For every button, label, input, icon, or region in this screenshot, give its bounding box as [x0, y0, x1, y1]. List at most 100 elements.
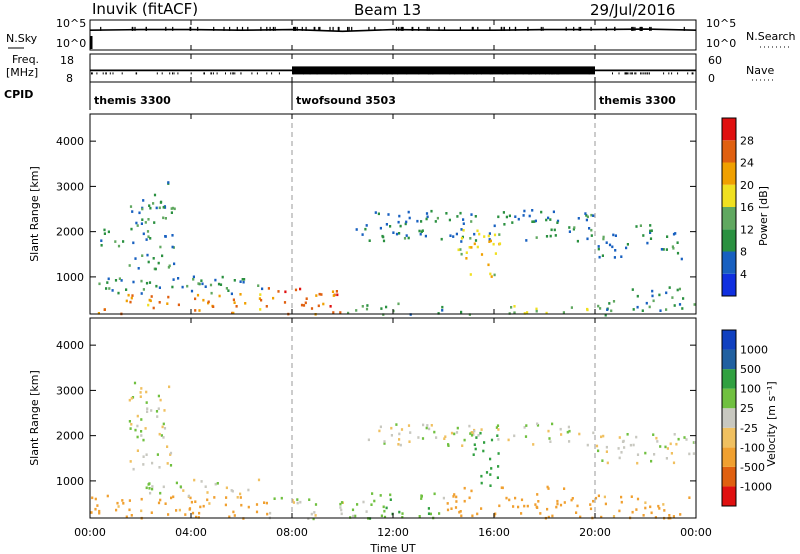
heatmap-cell	[129, 205, 133, 208]
nsearch-mark	[318, 26, 320, 31]
heatmap-cell	[462, 222, 465, 225]
velocity-colorbar-tick: -100	[740, 441, 765, 454]
heatmap-cell	[610, 309, 613, 313]
heatmap-cell	[531, 220, 534, 223]
nsearch-mark	[428, 26, 430, 31]
heatmap-cell	[296, 498, 299, 501]
heatmap-cell	[416, 219, 419, 223]
heatmap-cell	[547, 429, 550, 433]
power-axes: 1000 2000 3000 4000	[56, 135, 696, 284]
cpid-bar: themis 3300 twofsound 3503 themis 3300	[94, 82, 676, 110]
nsearch-mark	[145, 26, 147, 31]
nsearch-mark	[573, 26, 575, 31]
heatmap-cell	[589, 507, 593, 511]
heatmap-cell	[579, 515, 582, 519]
heatmap-cell	[153, 221, 156, 224]
nave-mark	[644, 72, 646, 75]
heatmap-cell	[380, 307, 383, 310]
nave-mark	[454, 72, 456, 75]
heatmap-cell	[612, 233, 615, 237]
heatmap-cell	[453, 493, 456, 496]
heatmap-cell	[138, 211, 141, 215]
heatmap-cell	[473, 429, 476, 433]
nave-mark	[216, 72, 218, 75]
velocity-colorbar-tick: 25	[740, 402, 754, 415]
heatmap-cell	[195, 515, 198, 519]
heatmap-cell	[202, 504, 205, 508]
heatmap-cell	[379, 226, 382, 230]
heatmap-cell	[140, 430, 143, 433]
nsearch-mark	[247, 26, 249, 31]
heatmap-cell	[177, 277, 180, 280]
heatmap-cell	[204, 285, 207, 288]
heatmap-cell	[465, 251, 468, 254]
heatmap-cell	[649, 237, 653, 240]
heatmap-cell	[494, 252, 497, 255]
heatmap-cell	[179, 485, 182, 488]
heatmap-cell	[495, 426, 498, 429]
heatmap-cell	[642, 514, 645, 517]
heatmap-cell	[549, 440, 552, 443]
heatmap-cell	[498, 504, 501, 508]
heatmap-cell	[672, 515, 675, 518]
nave-mark	[271, 72, 273, 75]
heatmap-cell	[547, 487, 550, 490]
heatmap-cell	[151, 461, 154, 465]
heatmap-cell	[149, 206, 152, 210]
heatmap-cell	[435, 436, 438, 439]
heatmap-cell	[458, 510, 461, 514]
noise-trace	[89, 26, 697, 49]
heatmap-cell	[409, 431, 412, 434]
heatmap-cell	[236, 496, 239, 499]
nsky-line	[89, 28, 697, 33]
heatmap-cell	[614, 234, 617, 237]
heatmap-cell	[523, 504, 526, 508]
heatmap-cell	[198, 309, 201, 312]
heatmap-cell	[157, 501, 161, 505]
heatmap-cell	[247, 505, 250, 509]
heatmap-cell	[142, 199, 145, 202]
heatmap-cell	[586, 237, 589, 241]
noise-axis-ticks: 10^5 10^0 10^5 10^0	[56, 17, 736, 50]
heatmap-cell	[302, 304, 306, 307]
heatmap-cell	[154, 267, 157, 271]
heatmap-cell	[469, 273, 472, 276]
time-axis-label: Time UT	[369, 542, 415, 554]
heatmap-cell	[136, 435, 139, 439]
heatmap-cell	[128, 264, 131, 267]
nave-mark	[692, 72, 694, 75]
velocity-colorbar-swatch	[722, 369, 736, 389]
heatmap-cell	[206, 498, 209, 502]
power-colorbar-swatch	[722, 184, 736, 207]
power-panel	[89, 113, 697, 315]
nave-mark	[557, 72, 559, 75]
nave-mark	[316, 72, 318, 75]
heatmap-cell	[314, 514, 317, 517]
heatmap-cell	[441, 309, 444, 312]
heatmap-cell	[146, 230, 150, 233]
nsearch-mark	[400, 26, 402, 31]
heatmap-cell	[399, 224, 402, 228]
heatmap-cell	[144, 221, 147, 224]
heatmap-cell	[162, 485, 165, 489]
heatmap-cell	[382, 239, 386, 243]
heatmap-cell	[164, 502, 167, 505]
heatmap-cell	[132, 241, 135, 245]
velocity-colorbar-swatch	[722, 466, 736, 487]
heatmap-cell	[107, 277, 110, 281]
heatmap-cell	[463, 499, 466, 503]
heatmap-cell	[146, 410, 149, 413]
heatmap-cell	[502, 211, 505, 214]
heatmap-cell	[130, 514, 133, 517]
nave-mark	[463, 72, 465, 75]
nsearch-mark	[639, 26, 641, 31]
heatmap-cell	[497, 465, 500, 468]
heatmap-cell	[453, 432, 456, 436]
velocity-colorbar-tick: 1000	[740, 344, 768, 357]
heatmap-cell	[672, 232, 676, 236]
heatmap-cell	[476, 245, 479, 249]
heatmap-cell	[488, 238, 491, 241]
heatmap-cell	[315, 294, 318, 297]
heatmap-cell	[146, 407, 149, 410]
heatmap-cell	[426, 424, 429, 427]
